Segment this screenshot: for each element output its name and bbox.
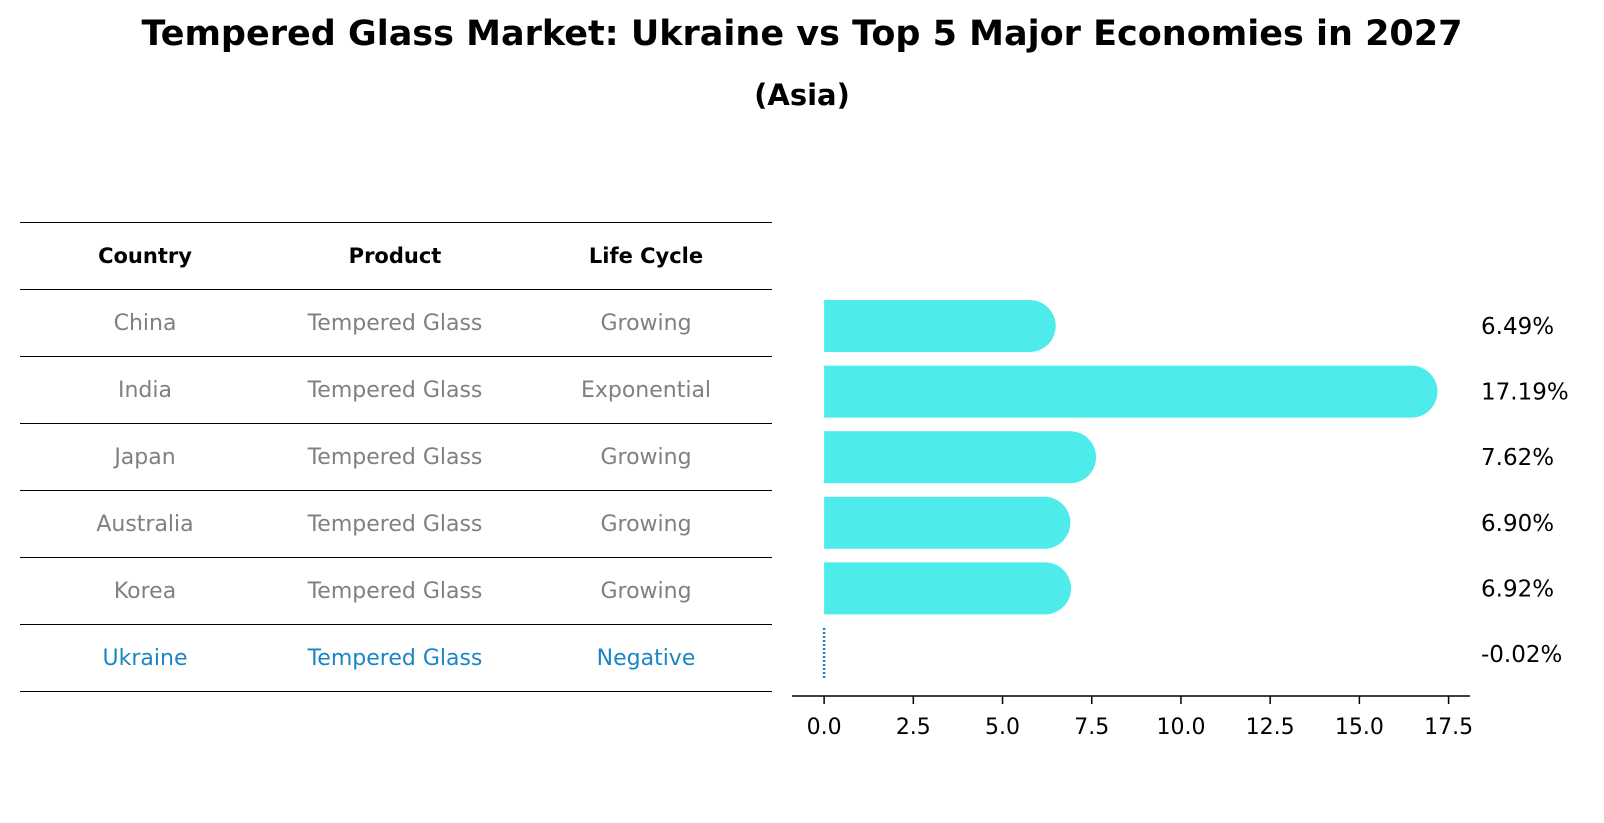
bar: [824, 365, 1438, 418]
cell-product: Tempered Glass: [270, 289, 520, 357]
header-country: Country: [20, 222, 270, 290]
cell-country: Ukraine: [20, 624, 270, 692]
cell-country: China: [20, 289, 270, 357]
cell-country: Australia: [20, 490, 270, 558]
cell-life-cycle: Growing: [520, 423, 772, 491]
cell-product: Tempered Glass: [270, 624, 520, 692]
x-tick-label: 5.0: [985, 715, 1020, 740]
header-life-cycle: Life Cycle: [520, 222, 772, 290]
cell-product: Tempered Glass: [270, 557, 520, 625]
table-header-row: Country Product Life Cycle: [20, 222, 772, 290]
header-product: Product: [270, 222, 520, 290]
x-tick-label: 17.5: [1424, 715, 1473, 740]
data-label: 17.19%: [1481, 380, 1569, 406]
bar: [824, 300, 1056, 352]
table-row: Australia Tempered Glass Growing: [20, 490, 772, 558]
cell-product: Tempered Glass: [270, 423, 520, 491]
table-row: India Tempered Glass Exponential: [20, 356, 772, 424]
bar: [824, 562, 1072, 615]
cell-life-cycle: Growing: [520, 490, 772, 558]
data-label: 7.62%: [1481, 445, 1554, 471]
x-tick-label: 2.5: [896, 715, 931, 740]
x-tick-label: 7.5: [1074, 715, 1109, 740]
table-row-highlight: Ukraine Tempered Glass Negative: [20, 624, 772, 692]
cell-country: India: [20, 356, 270, 424]
x-tick-label: 10.0: [1156, 715, 1205, 740]
chart-title: Tempered Glass Market: Ukraine vs Top 5 …: [141, 14, 1463, 54]
cell-product: Tempered Glass: [270, 356, 520, 424]
cell-life-cycle: Negative: [520, 624, 772, 692]
cell-country: Japan: [20, 423, 270, 491]
data-label: 6.90%: [1481, 511, 1554, 537]
x-tick-label: 0.0: [807, 715, 842, 740]
x-tick-label: 15.0: [1335, 715, 1384, 740]
table-row: Korea Tempered Glass Growing: [20, 557, 772, 625]
cell-life-cycle: Exponential: [520, 356, 772, 424]
cell-product: Tempered Glass: [270, 490, 520, 558]
cell-country: Korea: [20, 557, 270, 625]
chart-subtitle: (Asia): [754, 78, 850, 112]
data-label: 6.49%: [1481, 314, 1554, 340]
data-label: 6.92%: [1481, 576, 1554, 602]
x-tick-label: 12.5: [1246, 715, 1295, 740]
data-label: -0.02%: [1481, 642, 1562, 668]
market-table: Country Product Life Cycle China Tempere…: [20, 222, 772, 692]
table-row: China Tempered Glass Growing: [20, 289, 772, 357]
bar: [824, 496, 1071, 549]
bar: [824, 431, 1097, 484]
cell-life-cycle: Growing: [520, 289, 772, 357]
cell-life-cycle: Growing: [520, 557, 772, 625]
table-row: Japan Tempered Glass Growing: [20, 423, 772, 491]
